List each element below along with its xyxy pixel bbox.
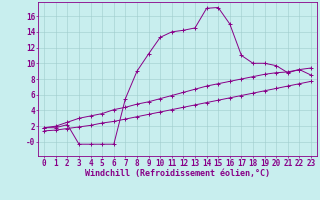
X-axis label: Windchill (Refroidissement éolien,°C): Windchill (Refroidissement éolien,°C) [85, 169, 270, 178]
